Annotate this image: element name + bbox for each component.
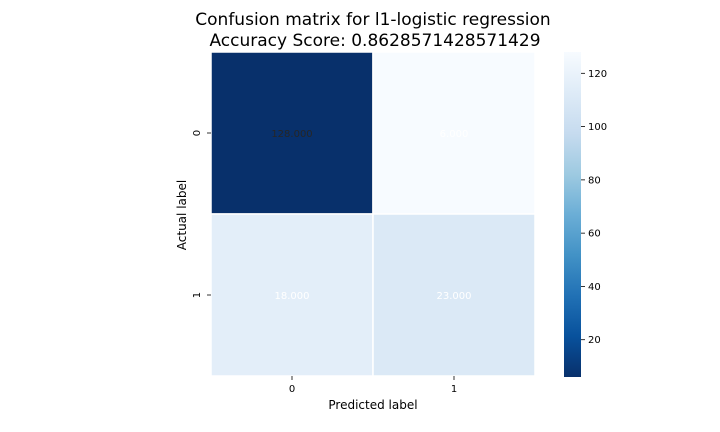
cell-value-label-0-1: 6.000 [440,129,469,140]
x-tick-label: 0 [289,384,295,395]
x-tick-label: 1 [451,384,457,395]
colorbar-tick-label: 80 [588,175,601,186]
colorbar-tick-label: 40 [588,282,601,293]
chart-title-line2: Accuracy Score: 0.8628571428571429 [209,31,540,51]
chart-title-line1: Confusion matrix for l1-logistic regress… [195,10,550,30]
cell-value-label-0-0: 128.000 [271,129,312,140]
cell-labels: 128.000 6.000 18.000 23.000 [271,129,471,302]
heatmap-cell-1-1 [372,213,536,377]
colorbar-tick-label: 100 [588,122,607,133]
cell-value-label-1-0: 18.000 [275,291,310,302]
heatmap-cell-1-0 [210,213,374,377]
colorbar-tick-label: 120 [588,69,607,80]
y-tick-label: 1 [192,292,203,298]
heatmap-cell-0-0 [210,51,374,215]
heatmap-cell-0-1 [372,51,536,215]
cell-value-label-1-1: 23.000 [437,291,472,302]
colorbar-ticks: 20 40 60 80 100 120 [581,69,607,346]
heatmap-cells [210,51,536,377]
colorbar-tick-label: 20 [588,335,601,346]
y-axis-label: Actual label [175,180,189,250]
colorbar-tick-label: 60 [588,229,601,240]
y-axis: 01 [192,130,211,298]
colorbar [564,52,581,377]
x-axis-label: Predicted label [328,398,417,412]
y-tick-label: 0 [192,130,203,136]
